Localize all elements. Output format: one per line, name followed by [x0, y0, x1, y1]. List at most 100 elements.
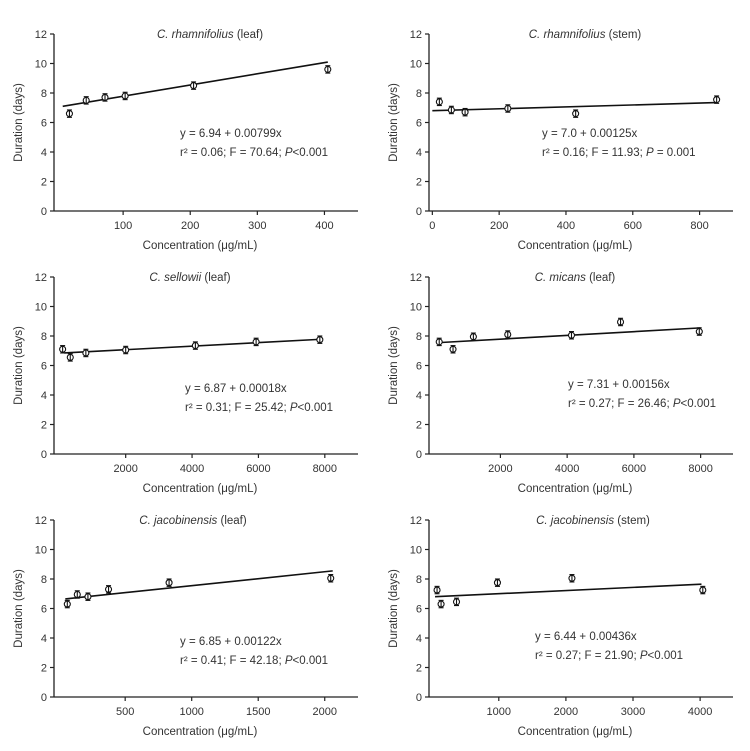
y-tick-label: 8: [41, 88, 47, 100]
regression-stats: r² = 0.06; F = 70.64; P<0.001: [180, 147, 328, 159]
stats-prefix: r² = 0.27; F = 21.90;: [535, 650, 640, 662]
chart-title: C. sellowii (leaf): [149, 272, 230, 284]
data-point: [435, 97, 443, 107]
y-tick-label: 10: [35, 59, 47, 71]
x-tick-label: 2000: [488, 463, 512, 475]
data-point: [699, 585, 707, 595]
x-tick-label: 100: [114, 220, 132, 232]
y-tick-label: 12: [35, 272, 47, 284]
title-part: (leaf): [220, 515, 246, 527]
title-species: C. sellowii: [149, 272, 201, 284]
x-tick-label: 0: [429, 220, 435, 232]
data-point: [316, 335, 324, 344]
regression-equation: y = 7.0 + 0.00125x: [542, 128, 638, 140]
y-tick-label: 6: [416, 118, 422, 130]
chart-panel: 0 2 4 6 8 10 12 2000 4000 6000 8000 Concentration (…: [13, 272, 358, 495]
title-part: (stem): [609, 29, 642, 41]
data-point: [567, 331, 576, 340]
p-value: = 0.001: [654, 147, 696, 159]
x-tick-label: 8000: [313, 463, 337, 475]
y-tick-label: 4: [416, 633, 422, 645]
chart-panel: 0 2 4 6 8 10 12 2000 4000 6000 8000 Concentration (…: [388, 272, 733, 495]
x-tick-label: 600: [624, 220, 642, 232]
chart-title: C. rhamnifolius (leaf): [157, 29, 263, 41]
y-tick-label: 0: [41, 692, 47, 704]
data-point: [73, 590, 81, 599]
data-point: [504, 104, 512, 113]
x-tick-label: 4000: [180, 463, 204, 475]
chart-title: C. jacobinensis (stem): [536, 515, 650, 527]
y-tick-label: 2: [416, 420, 422, 432]
regression-line: [435, 583, 702, 598]
stats-prefix: r² = 0.06; F = 70.64;: [180, 147, 285, 159]
regression-equation: y = 6.44 + 0.00436x: [535, 631, 637, 643]
data-point: [469, 332, 477, 341]
p-symbol: P: [285, 655, 293, 667]
y-tick-label: 12: [35, 29, 47, 41]
data-point: [452, 597, 461, 607]
title-species: C. jacobinensis: [536, 515, 614, 527]
data-point: [82, 96, 90, 105]
x-axis-label: Concentration (μg/mL): [143, 240, 258, 252]
data-point: [461, 107, 469, 117]
regression-stats: r² = 0.41; F = 42.18; P<0.001: [180, 655, 328, 667]
chart-title: C. micans (leaf): [535, 272, 616, 284]
x-tick-label: 6000: [622, 463, 646, 475]
title-species: C. jacobinensis: [139, 515, 217, 527]
y-tick-label: 4: [41, 390, 47, 402]
x-tick-label: 400: [557, 220, 575, 232]
y-tick-label: 8: [416, 331, 422, 343]
title-species: C. rhamnifolius: [529, 29, 606, 41]
y-tick-label: 6: [416, 604, 422, 616]
data-point: [82, 348, 90, 358]
x-tick-label: 300: [248, 220, 266, 232]
y-tick-label: 2: [41, 420, 47, 432]
chart-panel: 0 2 4 6 8 10 12 100 200 300 400 Concentration (μg/m…: [13, 29, 358, 252]
stats-prefix: r² = 0.27; F = 26.46;: [568, 398, 673, 410]
data-point: [65, 109, 73, 118]
y-tick-label: 0: [416, 692, 422, 704]
p-symbol: P: [646, 147, 654, 159]
x-tick-label: 3000: [621, 706, 645, 718]
chart-panel: 0 2 4 6 8 10 12 500 1000 1500 2000 Concentration (μ…: [13, 515, 358, 738]
x-tick-label: 6000: [246, 463, 270, 475]
chart-panel: 0 2 4 6 8 10 12 1000 2000 3000 4000 Concentration (…: [388, 515, 733, 738]
y-tick-label: 8: [41, 574, 47, 586]
title-species: C. micans: [535, 272, 586, 284]
data-point: [63, 599, 71, 609]
p-symbol: P: [285, 147, 293, 159]
data-point: [447, 105, 455, 115]
x-axis-label: Concentration (μg/mL): [518, 483, 633, 495]
y-axis-label: Duration (days): [13, 83, 25, 162]
data-point: [121, 91, 129, 101]
regression-equation: y = 6.85 + 0.00122x: [180, 636, 282, 648]
y-tick-label: 10: [35, 545, 47, 557]
y-axis-label: Duration (days): [13, 569, 25, 648]
x-tick-label: 400: [315, 220, 333, 232]
y-tick-label: 6: [416, 361, 422, 373]
data-point: [713, 95, 721, 104]
x-axis-label: Concentration (μg/mL): [143, 726, 258, 738]
y-tick-label: 12: [410, 29, 422, 41]
stats-prefix: r² = 0.31; F = 25.42;: [185, 402, 290, 414]
title-species: C. rhamnifolius: [157, 29, 234, 41]
y-tick-label: 8: [416, 88, 422, 100]
chart-panel: 0 2 4 6 8 10 12 0 200 400 600 800 Concentration (μg/…: [388, 29, 733, 252]
data-point: [84, 592, 92, 601]
regression-stats: r² = 0.31; F = 25.42; P<0.001: [185, 402, 333, 414]
chart-title: C. rhamnifolius (stem): [529, 29, 642, 41]
stats-prefix: r² = 0.16; F = 11.93;: [542, 147, 646, 159]
y-tick-label: 0: [416, 449, 422, 461]
x-tick-label: 500: [116, 706, 134, 718]
data-point: [616, 317, 625, 327]
y-tick-label: 8: [41, 331, 47, 343]
data-point: [504, 330, 512, 339]
title-part: (leaf): [237, 29, 263, 41]
regression-equation: y = 7.31 + 0.00156x: [568, 379, 670, 391]
p-value: <0.001: [648, 650, 684, 662]
regression-stats: r² = 0.27; F = 26.46; P<0.001: [568, 398, 716, 410]
regression-stats: r² = 0.27; F = 21.90; P<0.001: [535, 650, 683, 662]
y-tick-label: 10: [410, 59, 422, 71]
title-part: (leaf): [589, 272, 615, 284]
y-tick-label: 2: [416, 177, 422, 189]
